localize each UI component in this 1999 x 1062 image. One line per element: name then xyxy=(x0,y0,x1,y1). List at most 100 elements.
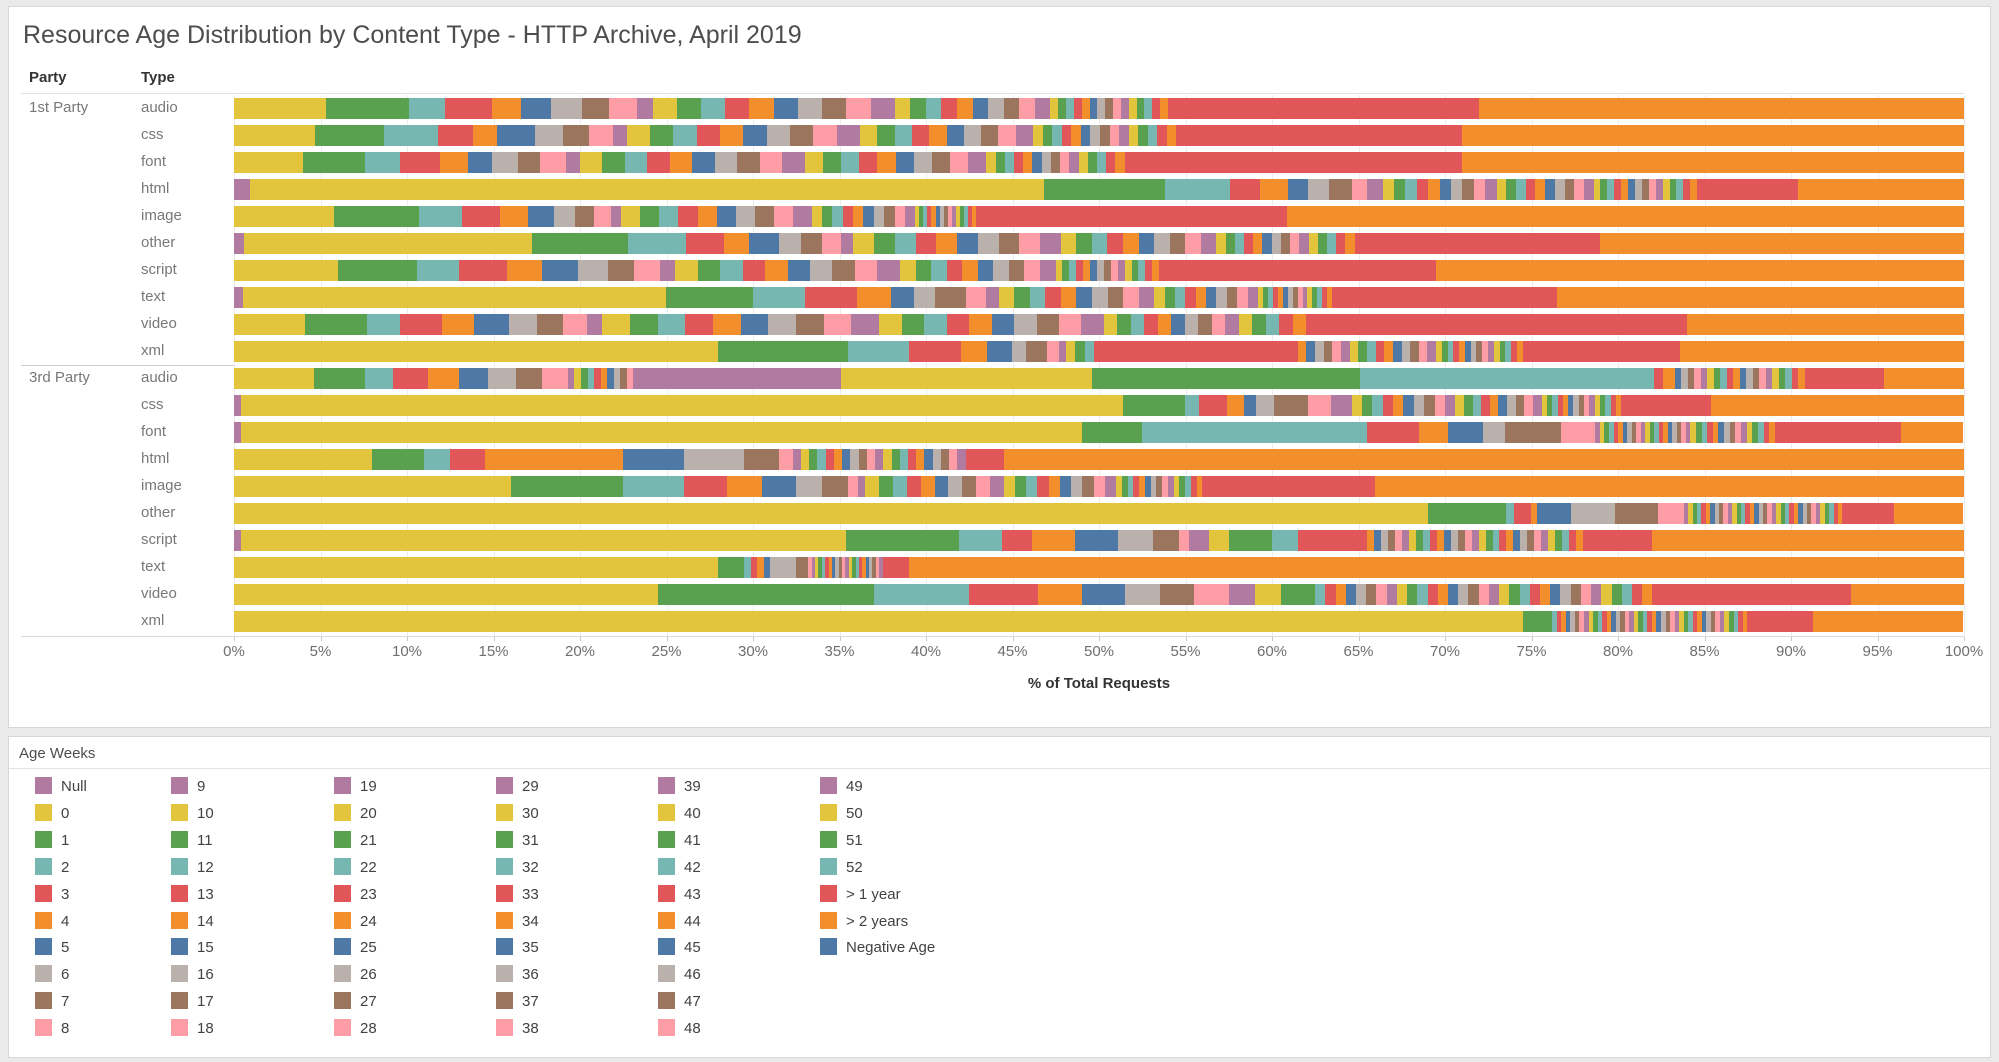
bar-segment-week-17[interactable] xyxy=(858,449,867,470)
bar-segment-3[interactable] xyxy=(1002,530,1032,551)
bar-segment-9[interactable] xyxy=(659,260,676,281)
bar-segment-week-21[interactable] xyxy=(1358,341,1367,362)
bar-segment-9[interactable] xyxy=(841,233,854,254)
bar-segment-week-37[interactable] xyxy=(1105,98,1114,119)
bar-segment-week-9[interactable] xyxy=(1595,422,1600,443)
bar-segment-week-29[interactable] xyxy=(1533,395,1542,416)
bar-segment-0[interactable] xyxy=(234,449,373,470)
bar-segment-week-40[interactable] xyxy=(1548,530,1556,551)
bar-segment-week-36[interactable] xyxy=(1090,125,1100,146)
bar-segment-week-39[interactable] xyxy=(1120,98,1129,119)
bar-segment-week-42[interactable] xyxy=(1185,476,1191,497)
bar-row-3rd-video[interactable] xyxy=(234,584,1964,605)
bar-segment-week-23[interactable] xyxy=(911,125,930,146)
bar-segment-week-9[interactable] xyxy=(811,557,816,578)
bar-segment-9[interactable] xyxy=(1367,179,1383,200)
bar-segment-week-44[interactable] xyxy=(1837,503,1843,524)
bar-segment-week-28[interactable] xyxy=(1464,530,1472,551)
bar-segment-9[interactable] xyxy=(611,206,622,227)
bar-segment-week-19[interactable] xyxy=(1629,611,1634,632)
bar-segment-week-25[interactable] xyxy=(1545,179,1555,200)
bar-segment-week-13[interactable] xyxy=(825,449,834,470)
bar-segment-week-38[interactable] xyxy=(1113,98,1121,119)
bar-segment-week-14[interactable] xyxy=(828,557,832,578)
bar-segment-week-37[interactable] xyxy=(1752,368,1760,389)
bar-segment-5[interactable] xyxy=(1244,395,1257,416)
bar-segment-week-39[interactable] xyxy=(1541,530,1549,551)
bar-segment-week-23[interactable] xyxy=(1427,584,1438,605)
bar-segment-week-28[interactable] xyxy=(1681,422,1686,443)
bar-segment-week-35[interactable] xyxy=(1628,179,1636,200)
bar-segment-week-40[interactable] xyxy=(1594,395,1600,416)
bar-segment-week-11[interactable] xyxy=(697,260,721,281)
bar-segment-week-22[interactable] xyxy=(1472,395,1482,416)
bar-segment-week-13[interactable] xyxy=(1416,179,1429,200)
bar-segment-2years[interactable] xyxy=(1884,368,1964,389)
bar-segment-week-12[interactable] xyxy=(1405,179,1417,200)
bar-segment-week-15[interactable] xyxy=(692,152,715,173)
bar-segment-week-24[interactable] xyxy=(957,98,973,119)
bar-segment-week-12[interactable] xyxy=(1372,395,1383,416)
bar-segment-week-27[interactable] xyxy=(931,152,950,173)
bar-segment-week-24[interactable] xyxy=(862,557,866,578)
bar-segment-week-18[interactable] xyxy=(626,368,634,389)
bar-segment-8[interactable] xyxy=(1657,503,1684,524)
bar-segment-week-41[interactable] xyxy=(1499,341,1506,362)
bar-segment-week-29[interactable] xyxy=(1247,287,1258,308)
bar-segment-week-25[interactable] xyxy=(1674,368,1682,389)
bar-segment-week-21[interactable] xyxy=(891,449,900,470)
bar-segment-3[interactable] xyxy=(685,233,724,254)
bar-segment-week-26[interactable] xyxy=(1681,368,1688,389)
bar-segment-week-27[interactable] xyxy=(1036,314,1059,335)
bar-segment-week-32[interactable] xyxy=(1004,152,1014,173)
bar-segment-8[interactable] xyxy=(778,449,793,470)
bar-segment-week-24[interactable] xyxy=(1663,422,1668,443)
bar-row-1st-css[interactable] xyxy=(234,125,1964,146)
bar-segment-13[interactable] xyxy=(1297,530,1368,551)
bar-segment-week-42[interactable] xyxy=(963,206,968,227)
bar-row-1st-video[interactable] xyxy=(234,314,1964,335)
bar-segment-week-20[interactable] xyxy=(894,98,911,119)
bar-segment-0[interactable] xyxy=(234,584,658,605)
bar-segment-week-22[interactable] xyxy=(1516,179,1526,200)
bar-segment-1year[interactable] xyxy=(1583,530,1653,551)
bar-segment-week-4[interactable] xyxy=(1561,611,1566,632)
bar-segment-week-38[interactable] xyxy=(1648,179,1656,200)
bar-segment-week-42[interactable] xyxy=(1785,368,1792,389)
bar-segment-8[interactable] xyxy=(588,125,613,146)
bar-segment-week-33[interactable] xyxy=(1692,611,1698,632)
bar-segment-week-30[interactable] xyxy=(986,152,996,173)
bar-segment-2[interactable] xyxy=(628,233,686,254)
bar-segment-week-12[interactable] xyxy=(1608,422,1614,443)
bar-segment-week-39[interactable] xyxy=(1117,260,1125,281)
bar-segment-8[interactable] xyxy=(562,314,587,335)
bar-segment-week-13[interactable] xyxy=(1325,584,1336,605)
bar-segment-week-30[interactable] xyxy=(1116,476,1122,497)
bar-segment-week-13[interactable] xyxy=(678,206,698,227)
bar-segment-week-22[interactable] xyxy=(925,98,942,119)
bar-segment-week-34[interactable] xyxy=(1793,503,1799,524)
bar-segment-week-14[interactable] xyxy=(1705,503,1711,524)
bar-segment-week-32[interactable] xyxy=(1130,314,1145,335)
bar-segment-week-21[interactable] xyxy=(1463,395,1473,416)
bar-segment-week-13[interactable] xyxy=(742,260,766,281)
bar-segment-week-36[interactable] xyxy=(1520,530,1528,551)
bar-segment-week-41[interactable] xyxy=(1131,260,1139,281)
bar-segment-2[interactable] xyxy=(623,476,684,497)
bar-segment-week-27[interactable] xyxy=(1763,503,1768,524)
bar-segment-week-11[interactable] xyxy=(874,233,895,254)
bar-segment-week-25[interactable] xyxy=(977,260,994,281)
bar-segment-week-24[interactable] xyxy=(1384,341,1393,362)
bar-segment-4[interactable] xyxy=(1531,503,1537,524)
bar-segment-2years[interactable] xyxy=(1686,314,1964,335)
bar-segment-week-18[interactable] xyxy=(866,449,876,470)
bar-segment-week-30[interactable] xyxy=(1707,368,1714,389)
bar-segment-week-43[interactable] xyxy=(1511,341,1517,362)
bar-segment-week-39[interactable] xyxy=(1815,503,1821,524)
bar-segment-2[interactable] xyxy=(1164,179,1231,200)
bar-segment-week-11[interactable] xyxy=(1593,611,1598,632)
bar-segment-week-20[interactable] xyxy=(1455,395,1464,416)
bar-segment-week-34[interactable] xyxy=(1712,422,1719,443)
bar-segment-week-41[interactable] xyxy=(1728,611,1734,632)
bar-segment-week-29[interactable] xyxy=(1488,584,1500,605)
